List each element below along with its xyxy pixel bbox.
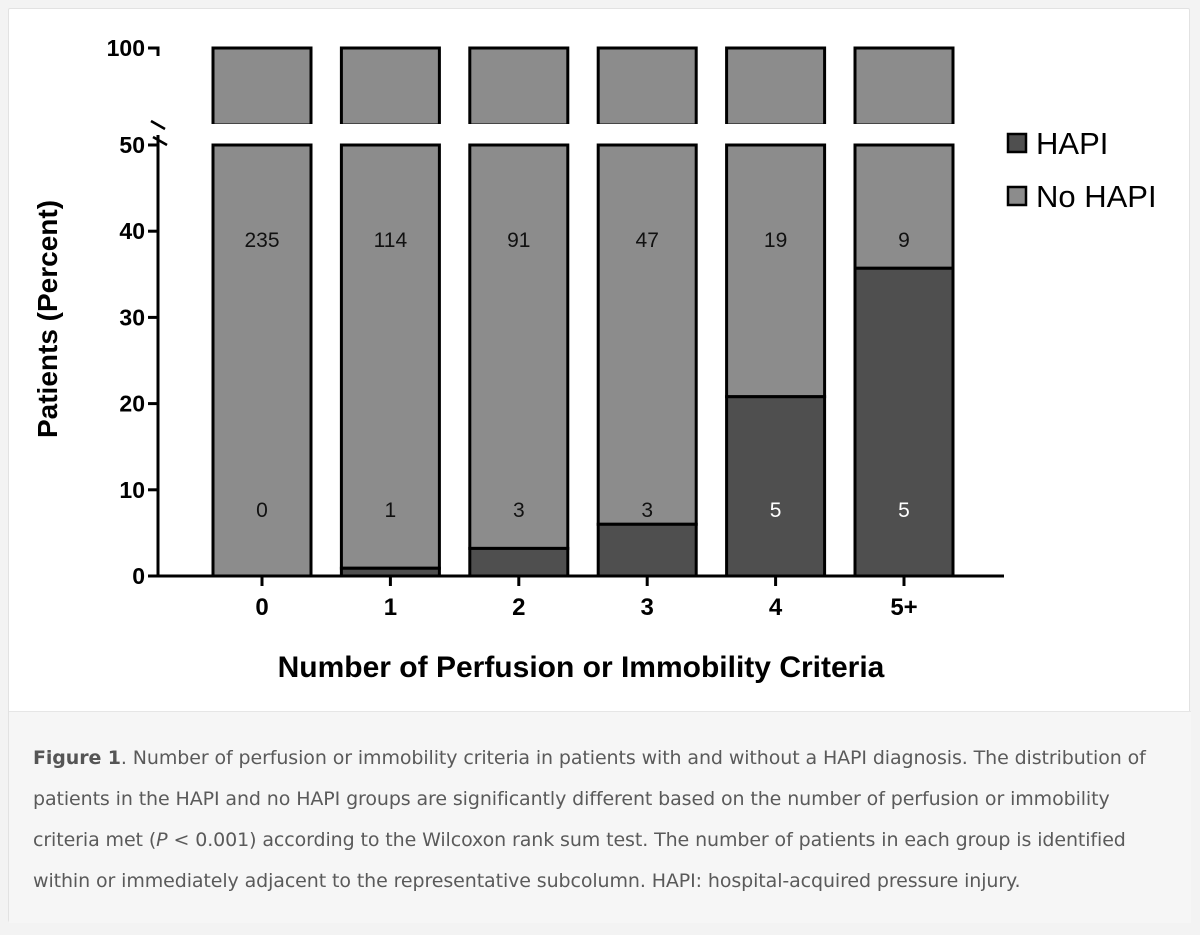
y-tick-label-40: 40 xyxy=(119,218,145,244)
count-label-hapi-2: 3 xyxy=(513,499,525,522)
bar-no-hapi-upper-5 xyxy=(853,46,955,127)
bar-hapi-2 xyxy=(468,546,570,578)
y-tick-label-100: 100 xyxy=(107,35,145,61)
bar-break-gap-5 xyxy=(852,124,956,143)
count-label-no-hapi-0: 235 xyxy=(244,229,279,252)
count-label-hapi-1: 1 xyxy=(385,499,397,522)
bar-hapi-5 xyxy=(853,266,955,578)
legend-swatch-1 xyxy=(1006,185,1028,207)
bar-no-hapi-lower-0 xyxy=(211,143,313,578)
bar-no-hapi-upper-0 xyxy=(211,46,313,127)
figure-label: Figure 1 xyxy=(33,747,121,769)
x-axis-label: Number of Perfusion or Immobility Criter… xyxy=(278,651,885,684)
bar-hapi-4 xyxy=(725,395,827,578)
count-label-no-hapi-5: 9 xyxy=(898,229,910,252)
count-label-no-hapi-4: 19 xyxy=(764,229,787,252)
figure-caption: Figure 1. Number of perfusion or immobil… xyxy=(33,738,1165,902)
count-label-hapi-4: 5 xyxy=(770,499,782,522)
bar-no-hapi-lower-3 xyxy=(596,143,698,526)
legend-label-1: No HAPI xyxy=(1036,179,1157,214)
y-axis-break-mark-bottom xyxy=(152,135,168,147)
count-label-hapi-3: 3 xyxy=(641,499,653,522)
legend-swatch-0 xyxy=(1006,132,1028,154)
y-tick-label-10: 10 xyxy=(119,477,145,503)
caption-text-1: . Number of perfusion or immobility crit… xyxy=(33,747,1146,851)
x-tick-label-0: 0 xyxy=(255,594,268,621)
bar-break-gap-4 xyxy=(723,124,828,143)
bar-no-hapi-upper-3 xyxy=(596,46,698,127)
x-tick-label-3: 3 xyxy=(641,594,654,621)
bar-no-hapi-lower-5 xyxy=(853,143,955,270)
bar-break-gap-0 xyxy=(210,124,314,143)
x-tick-label-1: 1 xyxy=(384,594,397,621)
caption-box: Figure 1. Number of perfusion or immobil… xyxy=(9,712,1191,923)
y-tick-label-0: 0 xyxy=(132,563,145,589)
x-tick-label-4: 4 xyxy=(769,594,783,621)
count-label-no-hapi-3: 47 xyxy=(636,229,659,252)
y-tick-label-50: 50 xyxy=(119,132,145,158)
bar-no-hapi-lower-2 xyxy=(468,143,570,550)
caption-divider xyxy=(9,711,1191,712)
caption-p-symbol: P xyxy=(156,829,168,851)
count-label-hapi-5: 5 xyxy=(898,499,910,522)
bar-break-gap-3 xyxy=(595,124,700,143)
bar-no-hapi-lower-1 xyxy=(339,143,441,570)
figure-card: 235 0 0 114 1 1 91 3 2 47 3 3 19 5 4 9 5 5+ 0 10 20 30 40 50 100… xyxy=(8,8,1191,923)
bar-hapi-3 xyxy=(596,522,698,578)
stacked-bar-chart: 2350011411913247331954955+01020304050100… xyxy=(32,35,1157,684)
bar-no-hapi-lower-4 xyxy=(725,143,827,399)
chart-area: 235 0 0 114 1 1 91 3 2 47 3 3 19 5 4 9 5 5+ 0 10 20 30 40 50 100… xyxy=(9,9,1191,711)
bar-break-gap-1 xyxy=(338,124,443,143)
x-tick-label-2: 2 xyxy=(512,594,525,621)
y-axis-break-mark-top xyxy=(150,119,166,131)
count-label-no-hapi-1: 114 xyxy=(374,229,408,252)
count-label-no-hapi-2: 91 xyxy=(507,229,530,252)
x-tick-label-5: 5+ xyxy=(890,594,917,621)
y-tick-label-20: 20 xyxy=(119,391,145,417)
y-axis-label: Patients (Percent) xyxy=(32,200,63,438)
legend-label-0: HAPI xyxy=(1036,126,1108,161)
bar-no-hapi-upper-4 xyxy=(725,46,827,127)
bar-break-gap-2 xyxy=(466,124,571,143)
count-label-hapi-0: 0 xyxy=(256,499,268,522)
caption-text-2: < 0.001) according to the Wilcoxon rank … xyxy=(33,829,1126,892)
y-tick-label-30: 30 xyxy=(119,304,145,330)
bar-no-hapi-upper-1 xyxy=(339,46,441,127)
bar-no-hapi-upper-2 xyxy=(468,46,570,127)
